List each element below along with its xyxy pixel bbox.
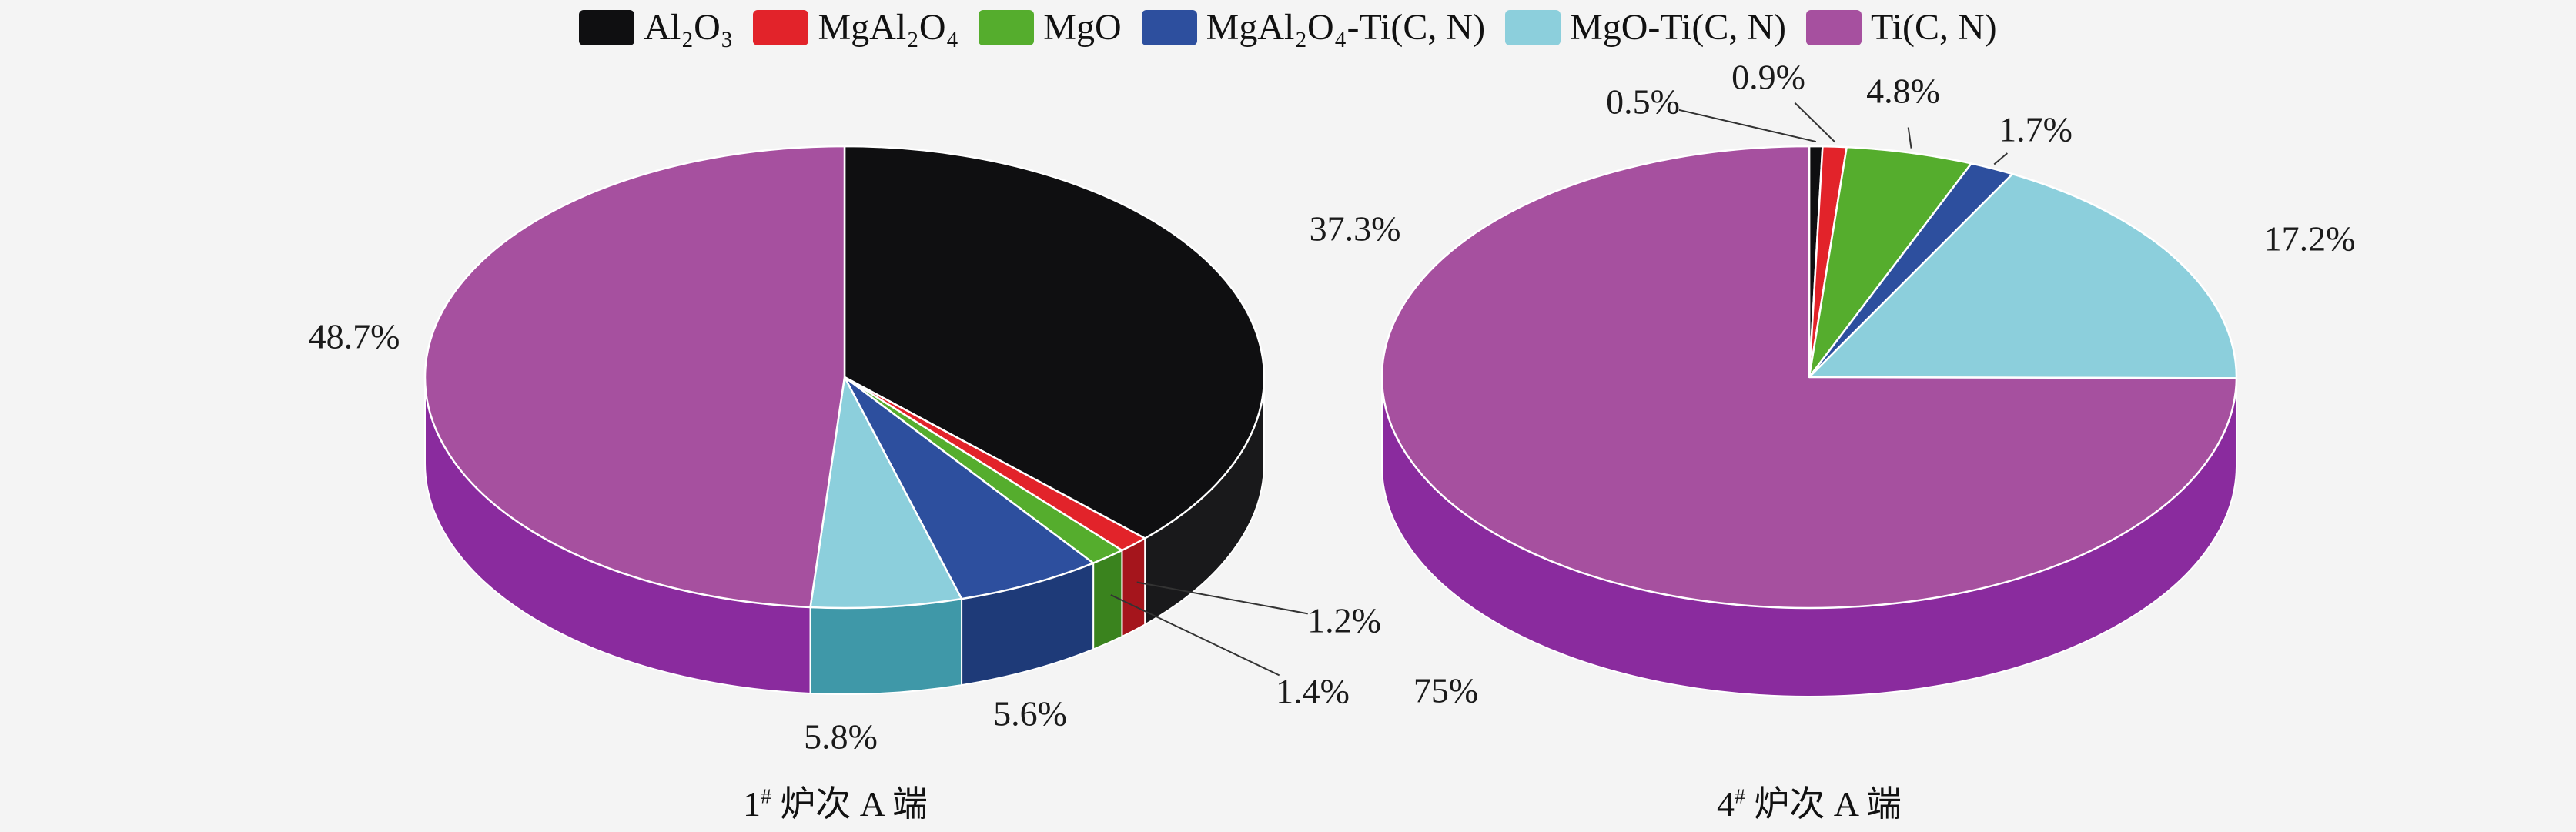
legend-item-2: MgO <box>979 6 1122 48</box>
pie-value-label: 1.2% <box>1307 601 1381 640</box>
label-leader-line <box>1136 581 1308 615</box>
pie2-caption: 4# 炉次 A 端 <box>1717 784 1902 824</box>
pie-slice-5 <box>1380 145 2238 610</box>
pie-1: 37.3% 1.2% 1.4% 5.6% 5.8% 48.7% <box>309 145 1401 757</box>
legend-swatch <box>753 9 809 45</box>
legend-label: Al₂O₃ <box>644 7 734 48</box>
pie1-caption: 1# 炉次 A 端 <box>743 784 928 824</box>
legend-label: MgAl₂O₄ <box>818 7 959 48</box>
legend-item-4: MgO-Ti(C, N) <box>1505 6 1786 48</box>
pie-slice-5 <box>423 145 846 609</box>
label-leader-line <box>1794 102 1836 143</box>
pie-slice-4 <box>809 376 963 610</box>
pie-value-label: 37.3% <box>1310 209 1401 249</box>
pie-value-label: 1.4% <box>1276 672 1350 711</box>
legend-label: MgAl₂O₄-Ti(C, N) <box>1206 7 1486 48</box>
pie-value-label: 0.5% <box>1606 82 1680 122</box>
pie-value-label: 48.7% <box>309 317 400 356</box>
legend-label: MgO <box>1043 7 1122 48</box>
pie-slice-0 <box>843 145 1266 540</box>
pie-value-label: 75% <box>1413 671 1478 710</box>
label-leader-line <box>1678 109 1817 143</box>
pie-slice-side-1 <box>1121 537 1146 638</box>
legend-swatch <box>979 9 1035 45</box>
pie-slice-side-4 <box>809 598 963 695</box>
pie-slice-side-2 <box>1092 550 1123 650</box>
pie-slice-2 <box>1808 145 1972 379</box>
pie-value-label: 5.6% <box>993 694 1067 733</box>
pie-4: 0.5% 0.9% 4.8% 1.7% 17.2% 75% <box>1380 58 2356 710</box>
legend-label: MgO-Ti(C, N) <box>1570 7 1787 48</box>
label-leader-line <box>1907 127 1912 149</box>
legend-swatch <box>1505 9 1561 45</box>
legend-item-5: Ti(C, N) <box>1806 6 1997 48</box>
legend-item-3: MgAl₂O₄-Ti(C, N) <box>1141 6 1486 48</box>
pie-value-label: 4.8% <box>1866 72 1940 111</box>
legend-swatch <box>1141 9 1197 45</box>
label-leader-line <box>1993 152 2008 165</box>
pie-value-label: 0.9% <box>1731 58 1805 97</box>
label-leader-line <box>1110 594 1280 677</box>
legend-item-1: MgAl₂O₄ <box>753 6 958 48</box>
legend-label: Ti(C, N) <box>1871 7 1997 48</box>
chart-legend: Al₂O₃ MgAl₂O₄ MgO MgAl₂O₄-Ti(C, N) MgO-Ti(C,… <box>0 6 2576 48</box>
pie-value-label: 5.8% <box>804 717 878 757</box>
pie-value-label: 17.2% <box>2264 219 2356 259</box>
pie-slice-4 <box>1808 172 2238 379</box>
legend-item-0: Al₂O₃ <box>579 6 733 48</box>
legend-swatch <box>1806 9 1862 45</box>
legend-swatch <box>579 9 635 45</box>
pie-value-label: 1.7% <box>1999 110 2073 149</box>
pie-slice-3 <box>843 376 1095 600</box>
